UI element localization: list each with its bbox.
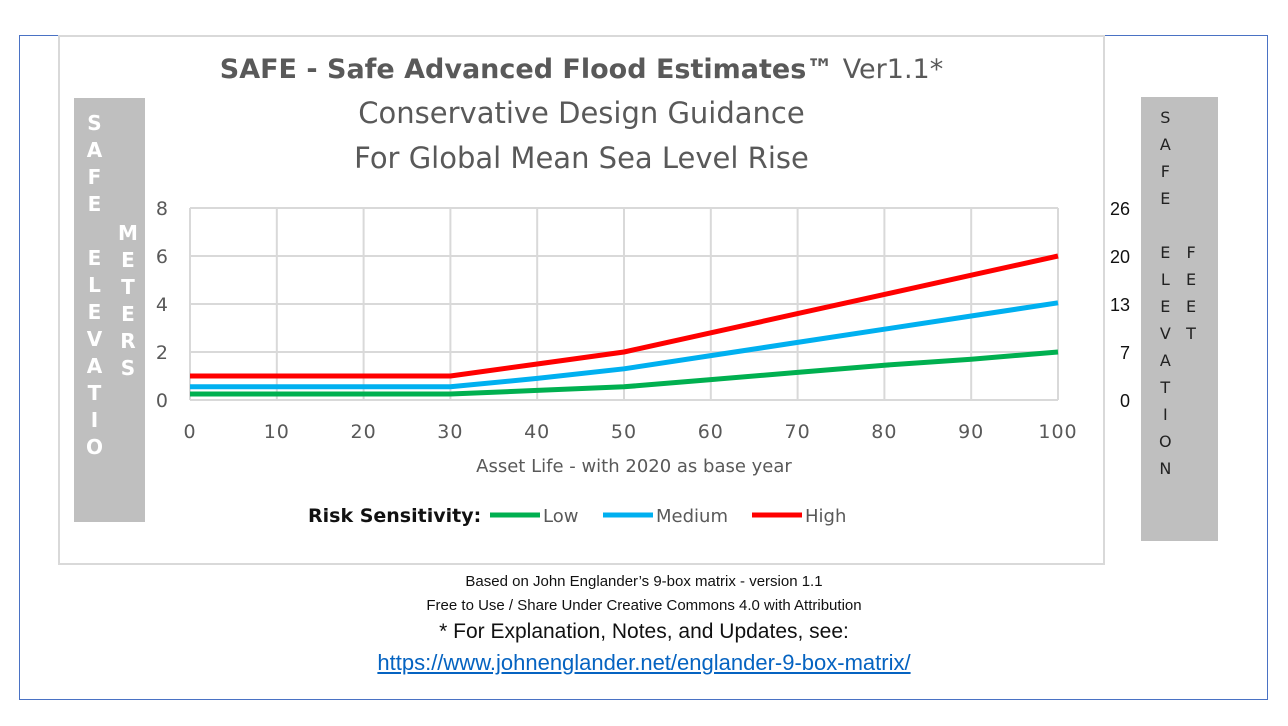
axis-label-letter: O [1159,432,1172,451]
x-tick-label: 100 [1038,421,1077,443]
axis-label-letter: E [87,246,102,270]
axis-label-letter: S [120,356,136,380]
axis-label-letter: L [88,273,101,297]
footer-attribution: Based on John Englander’s 9-box matrix -… [465,573,823,590]
axis-label-letter: S [87,111,102,135]
axis-label-letter: F [87,165,102,189]
footer-note: * For Explanation, Notes, and Updates, s… [439,620,849,643]
axis-label-letter: E [87,300,102,324]
x-tick-label: 90 [958,421,984,443]
title-main: SAFE - Safe Advanced Flood Estimates™ [219,54,834,85]
axis-label-letter: E [1186,270,1197,289]
axis-label-letter: V [1159,324,1171,343]
title-version: Ver1.1* [842,54,944,85]
series-line-medium [190,300,1059,390]
englander-link[interactable]: https://www.johnenglander.net/englander-… [377,650,911,675]
x-tick-label: 20 [351,421,377,443]
legend-label-medium: Medium [656,506,728,527]
y-tick-label: 6 [156,246,168,268]
x-tick-label: 80 [871,421,897,443]
legend-label-low: Low [543,506,578,527]
y-tick-label: 2 [156,342,168,364]
footer-license: Free to Use / Share Under Creative Commo… [426,597,862,614]
x-tick-label: 60 [698,421,724,443]
axis-label-letter: E [121,248,135,272]
y-tick-label: 8 [156,198,168,220]
axis-label-letter: E [121,302,135,326]
axis-label-letter: F [1160,162,1170,181]
right-y-tick-label: 20 [1110,247,1130,267]
axis-label-letter: I [90,408,99,432]
y-tick-label: 4 [156,294,168,316]
axis-label-letter: N [1159,459,1172,478]
right-y-tick-label: 26 [1110,199,1130,219]
axis-label-letter: E [1186,297,1197,316]
chart-subtitle-1: Conservative Design Guidance [358,96,805,130]
axis-label-letter: E [1160,189,1171,208]
axis-label-letter: A [1159,351,1171,370]
x-tick-label: 50 [611,421,637,443]
x-tick-label: 0 [183,421,196,443]
chart-subtitle-2: For Global Mean Sea Level Rise [354,141,809,175]
axis-label-letter: V [86,327,103,351]
axis-label-letter: A [86,354,103,378]
axis-label-letter: I [1162,405,1168,424]
axis-label-letter: T [1186,324,1196,343]
axis-label-letter: A [1159,135,1171,154]
y-tick-label: 0 [156,390,168,412]
right-y-tick-label: 7 [1120,343,1130,363]
series-line-high [190,253,1059,379]
axis-label-letter: E [87,192,102,216]
footer-link: https://www.johnenglander.net/englander-… [0,650,1288,676]
x-axis-title: Asset Life - with 2020 as base year [476,456,792,477]
right-y-tick-label: 13 [1110,295,1130,315]
axis-label-letter: E [1160,297,1171,316]
chart-title: SAFE - Safe Advanced Flood Estimates™ Ve… [58,54,1105,85]
axis-label-letter: T [87,381,102,405]
axis-label-letter: O [86,435,104,459]
legend-label-high: High [805,506,846,527]
axis-label-letter: A [86,138,103,162]
axis-label-letter: R [120,329,136,353]
axis-label-letter: T [1160,378,1171,397]
series-line-low [190,349,1059,397]
x-tick-label: 40 [524,421,550,443]
axis-label-letter: M [118,221,138,245]
axis-label-letter: L [1160,270,1170,289]
right-y-tick-label: 0 [1120,391,1130,411]
x-tick-label: 70 [785,421,811,443]
axis-label-letter: T [121,275,135,299]
x-tick-label: 30 [437,421,463,443]
legend-title: Risk Sensitivity: [308,505,481,527]
chart-area [58,35,1105,565]
axis-label-letter: E [1160,243,1171,262]
axis-label-letter: S [1160,108,1171,127]
axis-label-letter: F [1186,243,1196,262]
x-tick-label: 10 [264,421,290,443]
